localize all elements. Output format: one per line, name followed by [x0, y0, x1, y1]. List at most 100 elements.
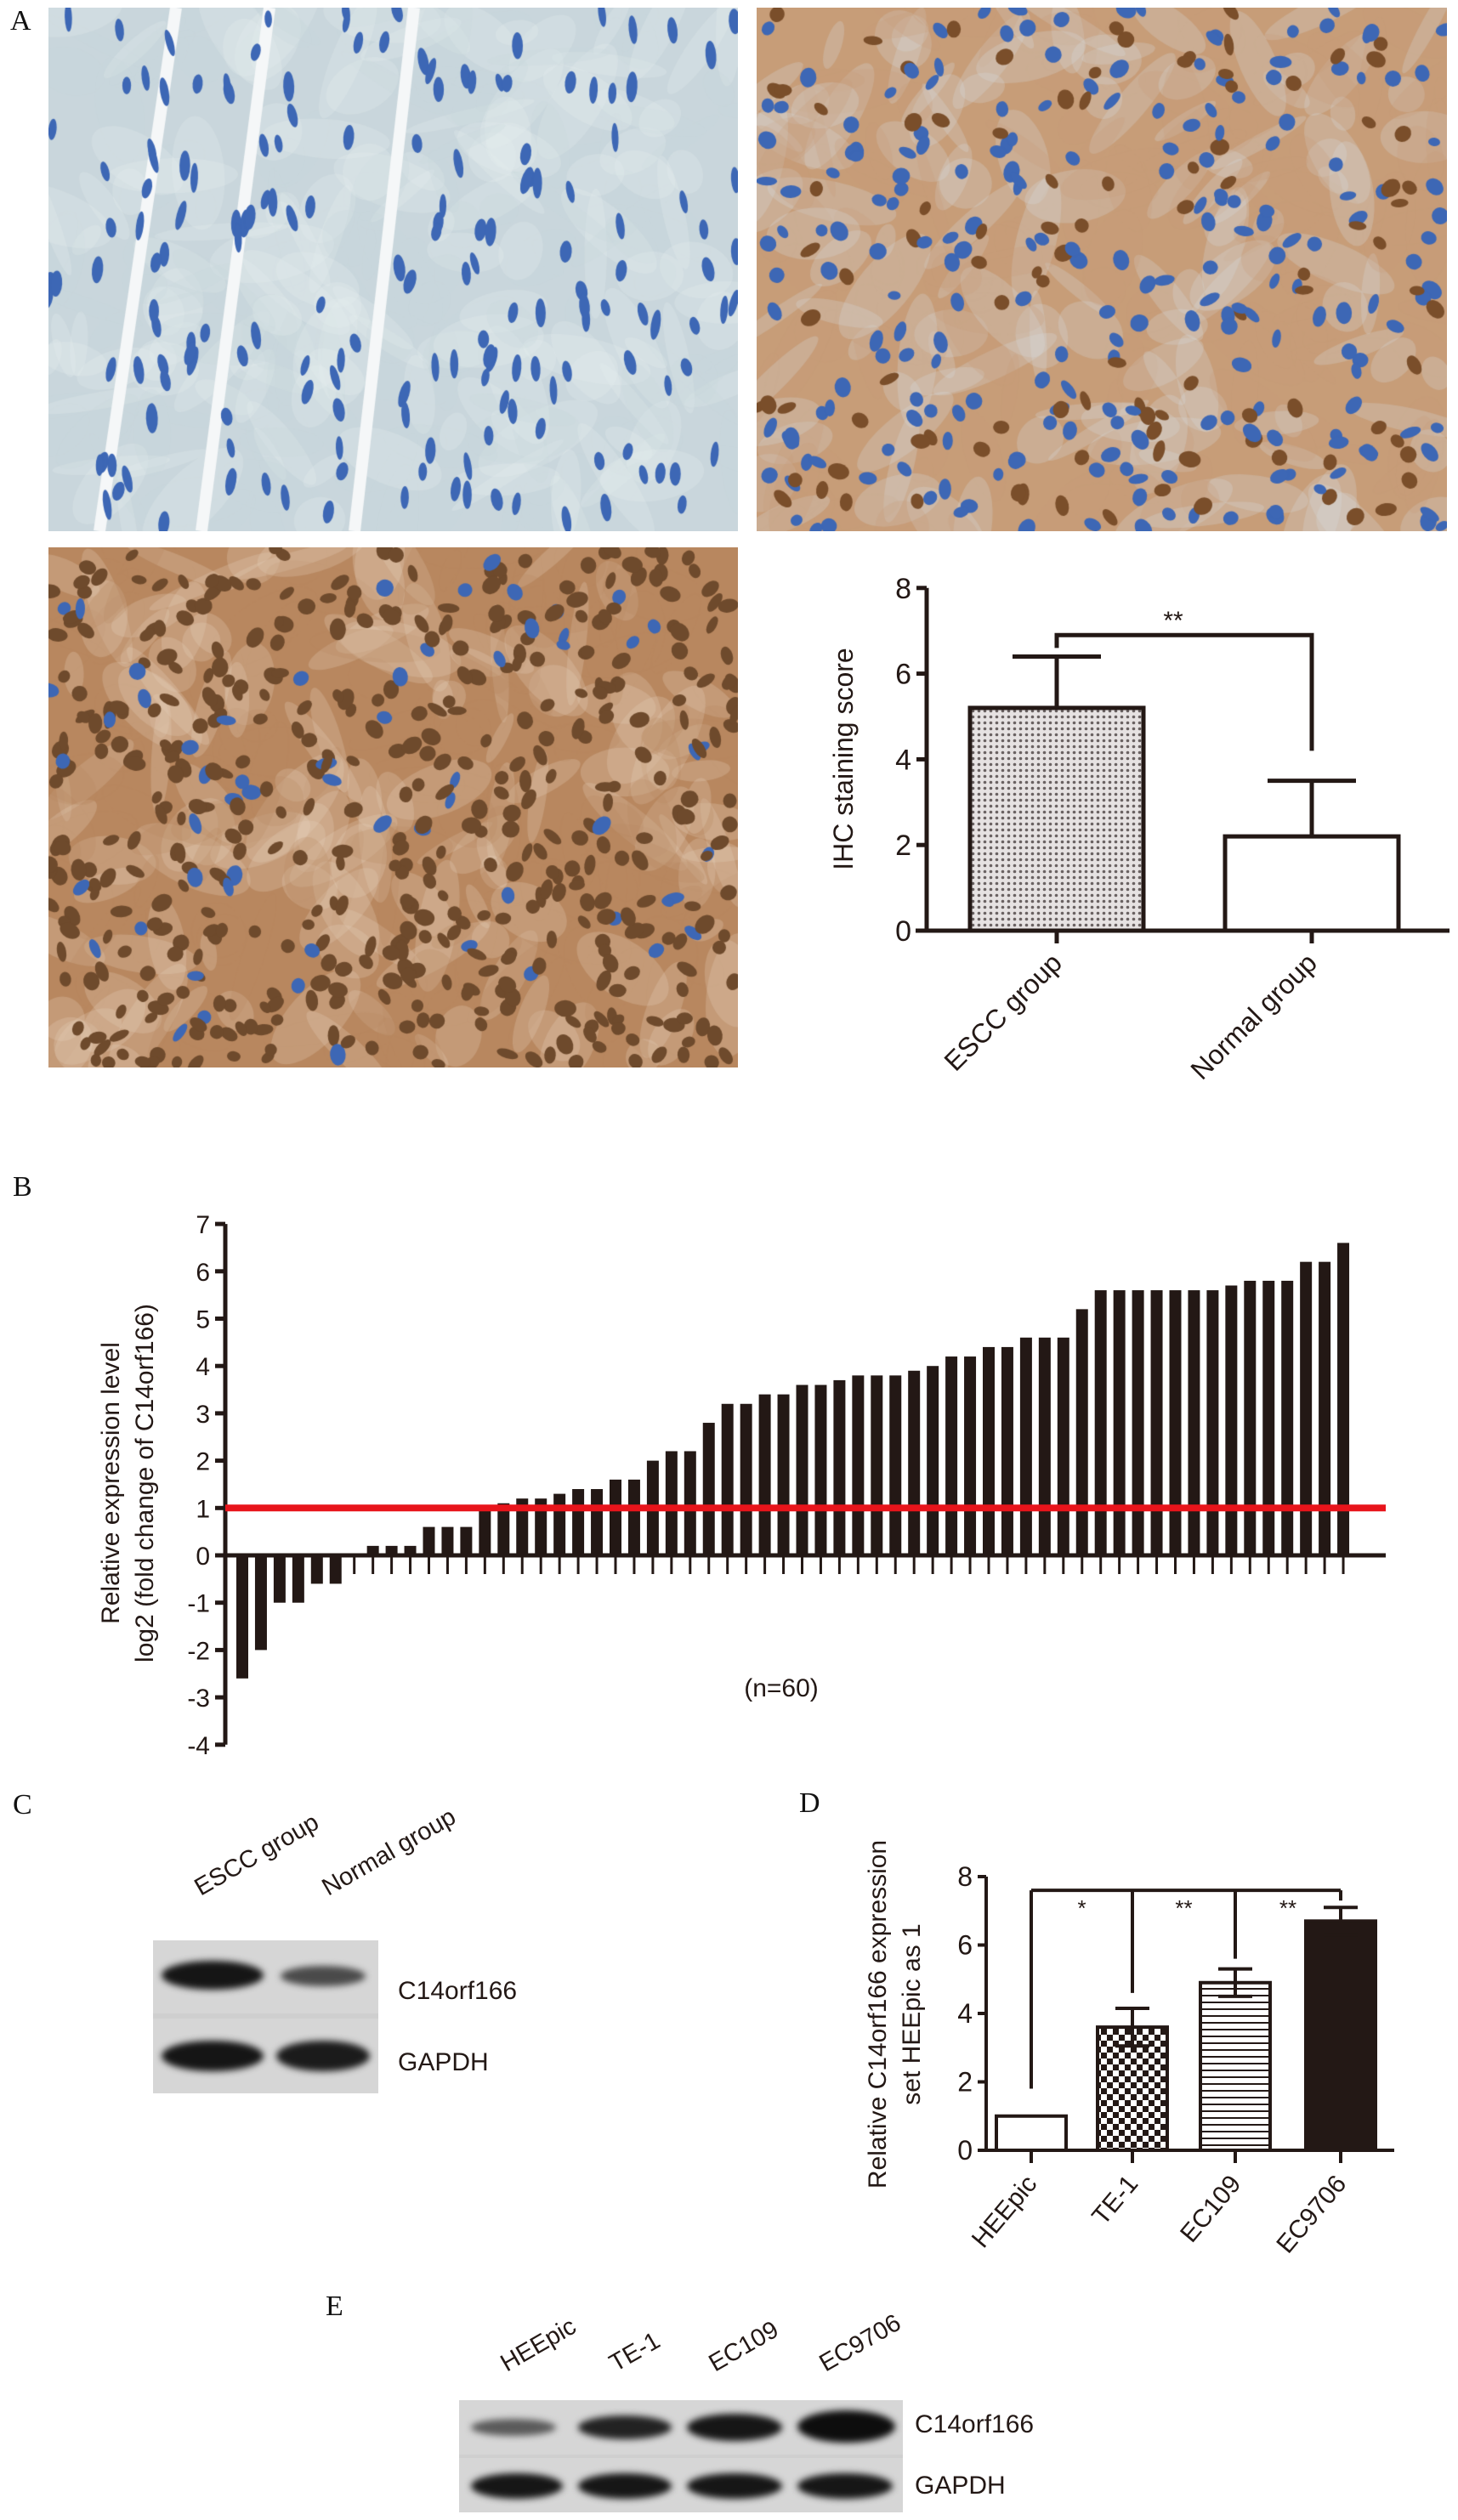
blot-row-c14orf166	[153, 1940, 378, 2013]
band	[797, 2473, 893, 2499]
chart-d-significance: **	[1279, 1895, 1296, 1921]
bar	[441, 1526, 454, 1555]
y-tick-label: 8	[895, 573, 911, 605]
blot-c-row-label: C14orf166	[398, 1977, 518, 2005]
y-tick-label: -1	[187, 1590, 210, 1618]
bar	[684, 1451, 696, 1555]
bar	[366, 1545, 379, 1555]
chart-d-category-label: EC9706	[1271, 2170, 1352, 2258]
bar	[1038, 1337, 1051, 1555]
bar	[665, 1451, 678, 1555]
chart-d-category-label: HEEpic	[967, 2170, 1043, 2253]
bar	[1300, 1261, 1313, 1555]
y-tick-label: 7	[196, 1211, 210, 1239]
bar	[627, 1479, 640, 1555]
blot-e-row-label: C14orf166	[915, 2410, 1035, 2438]
bar	[889, 1375, 902, 1555]
y-tick-label: 6	[196, 1259, 210, 1287]
y-tick-label: 0	[957, 2135, 973, 2166]
histology-image-normal	[48, 8, 738, 531]
bar	[777, 1394, 790, 1555]
bar	[1132, 1290, 1144, 1555]
y-tick-label: -4	[187, 1732, 210, 1760]
bar	[1319, 1261, 1331, 1555]
bar	[833, 1379, 846, 1555]
blot-row-gapdh	[459, 2458, 903, 2512]
bar	[236, 1555, 248, 1679]
bar	[1169, 1290, 1182, 1555]
y-tick-label: 2	[196, 1448, 210, 1476]
bar	[479, 1508, 491, 1555]
bar-ec9706	[1304, 1919, 1377, 2152]
y-tick-label: 4	[196, 1353, 210, 1381]
bar	[1244, 1280, 1257, 1555]
bar-escc-group	[967, 705, 1146, 933]
bar	[758, 1394, 771, 1555]
bar	[983, 1346, 995, 1555]
panel-label-e: E	[326, 2291, 343, 2322]
band	[578, 2473, 672, 2499]
band	[471, 2419, 556, 2436]
band	[471, 2473, 563, 2499]
bar	[964, 1356, 977, 1555]
y-tick-label: 3	[196, 1401, 210, 1429]
bar	[814, 1385, 827, 1555]
bar	[945, 1356, 958, 1555]
bar	[516, 1498, 529, 1555]
bar	[1113, 1290, 1126, 1555]
bar	[1281, 1280, 1294, 1555]
bar	[572, 1489, 585, 1555]
band	[162, 1961, 264, 1990]
chart-a-ylabel: IHC staining score	[828, 648, 859, 869]
bar	[329, 1555, 342, 1584]
bar-normal-group	[1223, 834, 1401, 933]
chart-a-significance: **	[1163, 607, 1183, 635]
blot-row-c14orf166	[459, 2400, 903, 2455]
bar	[1075, 1309, 1088, 1555]
bar	[1206, 1290, 1219, 1555]
chart-b-ylabel-line2: log2 (fold change of C14orf166)	[131, 1304, 159, 1662]
bar	[423, 1526, 435, 1555]
y-tick-label: 6	[895, 659, 911, 691]
bar-heepic	[995, 2114, 1068, 2152]
bar	[292, 1555, 304, 1603]
bar	[927, 1366, 939, 1555]
bar-te-1	[1096, 2025, 1169, 2153]
band	[281, 1966, 366, 1986]
bar	[310, 1555, 323, 1584]
bar	[1188, 1290, 1200, 1555]
band	[687, 2414, 782, 2441]
bar	[1150, 1290, 1163, 1555]
bar	[1337, 1243, 1350, 1555]
bar	[404, 1545, 417, 1555]
chart-d-significance: **	[1175, 1895, 1192, 1921]
bar	[871, 1375, 883, 1555]
bar	[1057, 1337, 1069, 1555]
blot-c-row-label: GAPDH	[398, 2048, 489, 2076]
chart-d-category-label: EC109	[1175, 2170, 1246, 2247]
panel-label-d: D	[799, 1787, 820, 1819]
bar	[385, 1545, 398, 1555]
bar	[721, 1403, 734, 1555]
bar	[740, 1403, 752, 1555]
chart-a-category-label: Normal group	[1184, 947, 1323, 1085]
band	[162, 2041, 264, 2071]
bar	[702, 1423, 715, 1555]
bar	[497, 1503, 510, 1555]
y-tick-label: -2	[187, 1637, 210, 1665]
band	[276, 2041, 370, 2071]
bar	[1094, 1290, 1107, 1555]
chart-a-category-label: ESCC group	[938, 947, 1067, 1076]
histology-image-escc-strong	[48, 547, 738, 1067]
chart-d-ylabel-line1: Relative C14orf166 expression	[864, 1840, 892, 2189]
chart-b-ylabel-line1: Relative expression level	[97, 1342, 125, 1624]
y-tick-label: 0	[196, 1543, 210, 1571]
bar	[254, 1555, 267, 1651]
bar	[591, 1489, 604, 1555]
chart-d-significance: *	[1077, 1895, 1086, 1921]
panel-label-b: B	[13, 1171, 32, 1203]
blot-e-row-label: GAPDH	[915, 2472, 1006, 2500]
bar	[852, 1375, 865, 1555]
bar	[908, 1370, 921, 1555]
